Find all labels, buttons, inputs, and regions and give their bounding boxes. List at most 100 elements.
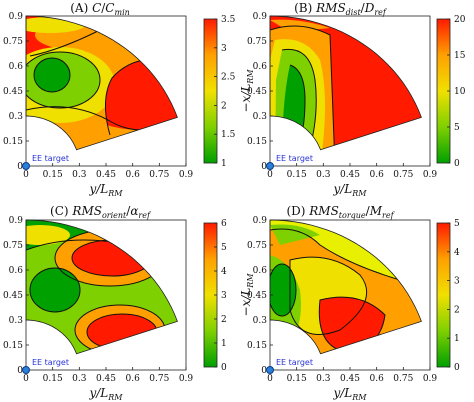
panel-a-xtick-label: 0.15 xyxy=(43,170,63,180)
panel-d-xtick-label: 0.6 xyxy=(370,374,385,384)
panel-b-colorbar-label: 15 xyxy=(454,51,466,61)
panel-a-colorbar-label: 2.5 xyxy=(221,73,236,83)
panel-d-colorbar-label: 5 xyxy=(454,219,460,229)
panel-d-ytick-label: 0.6 xyxy=(253,266,268,276)
panel-a-colorbar-label: 3.5 xyxy=(221,15,236,25)
panel-a-xlabel: y/LRM xyxy=(88,182,123,198)
panel-d-xlabel: y/LRM xyxy=(332,386,367,402)
panel-a-colorbar-label: 3 xyxy=(221,44,227,54)
panel-d-ee-target-label: EE target xyxy=(276,358,313,367)
panel-b-ytick-label: 0.75 xyxy=(247,37,267,47)
panel-c-xtick-label: 0.75 xyxy=(149,374,169,384)
panel-a-colorbar-label: 1 xyxy=(221,159,227,169)
panel-d-colorbar-label: 0 xyxy=(454,363,460,373)
panel-d-ytick-label: 0 xyxy=(261,366,267,376)
panel-b-ytick-label: 0.15 xyxy=(247,137,267,147)
panel-b-colorbar-label: 0 xyxy=(454,159,460,169)
panel-a-xtick-label: 0 xyxy=(23,170,29,180)
panel-b-ee-target-label: EE target xyxy=(276,154,313,163)
panel-d-contour-map xyxy=(270,220,422,354)
panel-a-colorbar-label: 2 xyxy=(221,101,227,111)
panel-b-colorbar-label: 20 xyxy=(454,15,466,25)
panel-b-colorbar-label: 10 xyxy=(454,87,466,97)
panel-d-ytick-label: 0.9 xyxy=(253,216,268,226)
panel-c-colorbar-label: 5 xyxy=(221,243,227,253)
panel-c-ytick-label: 0.9 xyxy=(9,216,24,226)
panel-c-title: (C) RMSorient/αref xyxy=(50,204,152,220)
panel-a-ytick-label: 0 xyxy=(17,162,23,172)
panel-b-xtick-label: 0.9 xyxy=(423,170,438,180)
panel-d-ytick-label: 0.15 xyxy=(247,341,267,351)
panel-d-colorbar-label: 4 xyxy=(454,248,460,258)
panel-b-xtick-label: 0.3 xyxy=(316,170,331,180)
panel-a-title: (A) C/Cmin xyxy=(70,1,130,17)
panel-a-xtick-label: 0.75 xyxy=(149,170,169,180)
panel-c-colorbar-label: 3 xyxy=(221,291,227,301)
panel-d-xtick-label: 0 xyxy=(267,374,273,384)
panel-c-colorbar-label: 1 xyxy=(221,339,227,349)
panel-c: (C) RMSorient/αref xyxy=(25,204,178,355)
panel-c-ytick-label: 0.15 xyxy=(3,341,23,351)
panel-d: (D) RMStorque/Mref xyxy=(269,204,422,355)
panel-b-xtick-label: 0.75 xyxy=(393,170,413,180)
panel-a-colorbar-label: 1.5 xyxy=(221,130,236,140)
panel-c-ytick-label: 0.6 xyxy=(9,266,24,276)
panel-a-xtick-label: 0.6 xyxy=(126,170,141,180)
panel-d-ytick-label: 0.45 xyxy=(247,291,267,301)
panel-a-ytick-label: 0.6 xyxy=(9,62,24,72)
panel-d-colorbar-label: 1 xyxy=(454,334,460,344)
panel-d-xtick-label: 0.15 xyxy=(287,374,307,384)
panel-b-ytick-label: 0.3 xyxy=(253,112,268,122)
panel-d-xtick-label: 0.9 xyxy=(423,374,438,384)
panel-c-xtick-label: 0.9 xyxy=(179,374,194,384)
panel-a-ee-target-label: EE target xyxy=(32,154,69,163)
panel-d-ee-target-marker xyxy=(266,366,274,374)
panel-a-ytick-label: 0.15 xyxy=(3,137,23,147)
panel-b-xtick-label: 0.6 xyxy=(370,170,385,180)
panel-d-title: (D) RMStorque/Mref xyxy=(286,204,395,220)
panel-b-ytick-label: 0.6 xyxy=(253,62,268,72)
panel-c-colorbar-label: 2 xyxy=(221,315,227,325)
panel-a-ytick-label: 0.75 xyxy=(3,37,23,47)
panel-b-title: (B) RMSdist/Dref xyxy=(294,1,388,17)
panel-c-ee-target-label: EE target xyxy=(32,358,69,367)
panel-a-xtick-label: 0.9 xyxy=(179,170,194,180)
panel-d-xtick-label: 0.75 xyxy=(393,374,413,384)
panel-b-contour-map xyxy=(270,16,422,150)
panel-d-xtick-label: 0.3 xyxy=(316,374,331,384)
panel-c-xtick-label: 0 xyxy=(23,374,29,384)
panel-c-colorbar-label: 0 xyxy=(221,363,227,373)
panel-b-ytick-label: 0.45 xyxy=(247,87,267,97)
panel-c-ee-target-marker xyxy=(22,366,30,374)
panel-a-ytick-label: 0.3 xyxy=(9,112,24,122)
panel-d-colorbar-label: 3 xyxy=(454,277,460,287)
panel-d-colorbar xyxy=(436,222,451,368)
axes-layer: 0 0.15 0.3 0.45 0.6 0.75 0.9 0 0.15 0.3 0.45 0.6 0.7… xyxy=(3,12,466,402)
panel-c-xtick-label: 0.15 xyxy=(43,374,63,384)
panel-b: (B) RMSdist/Dref xyxy=(269,1,422,151)
panel-c-xtick-label: 0.3 xyxy=(72,374,87,384)
panel-d-ytick-label: 0.3 xyxy=(253,316,268,326)
panel-c-colorbar-label: 6 xyxy=(221,219,227,229)
panel-c-ytick-label: 0.45 xyxy=(3,291,23,301)
panel-b-colorbar-label: 5 xyxy=(454,123,460,133)
panel-a-ee-target-marker xyxy=(22,162,30,170)
panel-b-ylabel: −x/LRM xyxy=(239,69,255,113)
panel-b-xlabel: y/LRM xyxy=(332,182,367,198)
panel-b-ytick-label: 0 xyxy=(261,162,267,172)
panel-d-ylabel: −x/LRM xyxy=(239,273,255,317)
panel-d-xtick-label: 0.45 xyxy=(340,374,360,384)
panel-a-ytick-label: 0.45 xyxy=(3,87,23,97)
panel-d-colorbar-label: 2 xyxy=(454,305,460,315)
panel-c-colorbar-label: 4 xyxy=(221,267,227,277)
panel-a-contour-map xyxy=(26,16,178,150)
panel-c-xtick-label: 0.45 xyxy=(96,374,116,384)
panel-b-xtick-label: 0.15 xyxy=(287,170,307,180)
panel-b-xtick-label: 0.45 xyxy=(340,170,360,180)
panel-d-ytick-label: 0.75 xyxy=(247,241,267,251)
panel-c-xtick-label: 0.6 xyxy=(126,374,141,384)
panel-a-xtick-label: 0.3 xyxy=(72,170,87,180)
panel-a-xtick-label: 0.45 xyxy=(96,170,116,180)
panel-c-ytick-label: 0 xyxy=(17,366,23,376)
